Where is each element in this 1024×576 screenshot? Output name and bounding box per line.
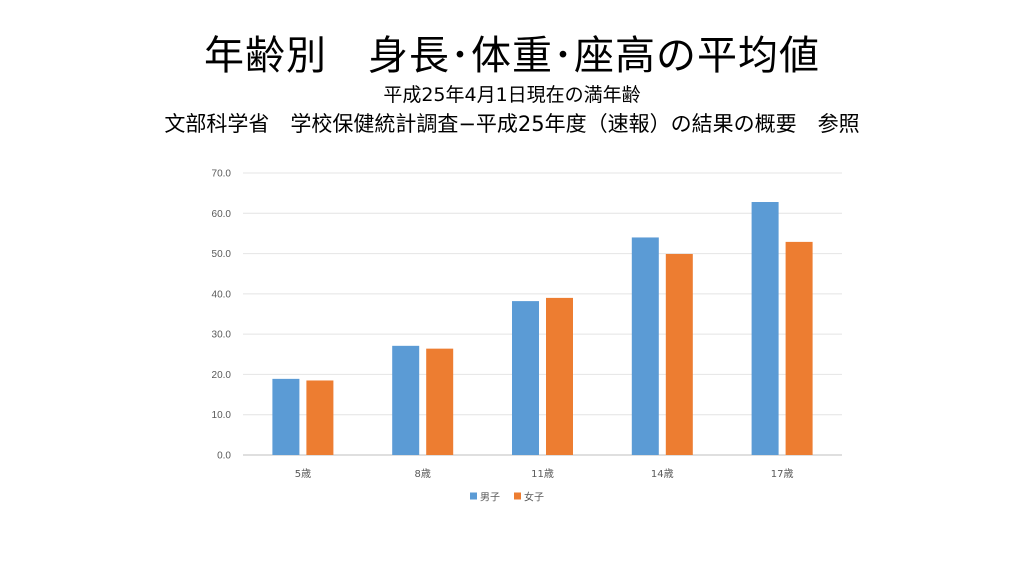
bar-male-3 xyxy=(631,237,659,455)
bar-male-4 xyxy=(751,202,779,455)
bar-female-1 xyxy=(426,348,454,455)
bar-female-2 xyxy=(546,297,573,455)
slide-subtitle-source: 文部科学省 学校保健統計調査−平成25年度（速報）の結果の概要 参照 xyxy=(164,112,860,136)
bar-female-0 xyxy=(306,380,334,455)
gridlines xyxy=(243,172,842,456)
x-axis-ticks: 5歳 8歳 11歳 14歳 17歳 xyxy=(295,468,794,480)
slide-subtitle-date: 平成25年4月1日現在の満年齢 xyxy=(383,84,641,106)
x-tick-label: 8歳 xyxy=(415,468,431,480)
y-tick-label: 70.0 xyxy=(212,169,232,180)
bar-male-0 xyxy=(272,378,300,455)
bars xyxy=(272,202,813,455)
x-tick-label: 17歳 xyxy=(771,468,794,480)
bar-female-4 xyxy=(785,241,813,455)
y-tick-label: 30.0 xyxy=(212,330,232,341)
bar-female-3 xyxy=(665,253,693,455)
legend: 男子 女子 xyxy=(470,491,544,504)
bar-male-1 xyxy=(392,345,420,455)
x-tick-label: 5歳 xyxy=(295,468,311,480)
y-tick-label: 50.0 xyxy=(212,249,232,260)
slide-title: 年齢別 身長･体重･座高の平均値 xyxy=(204,33,820,79)
y-tick-label: 40.0 xyxy=(212,289,232,300)
bar-male-2 xyxy=(512,301,539,455)
legend-swatch-male xyxy=(470,492,477,500)
y-tick-label: 10.0 xyxy=(212,410,232,421)
x-tick-label: 11歳 xyxy=(531,468,554,480)
legend-label-female: 女子 xyxy=(524,491,544,504)
y-axis-ticks: 0.0 10.0 20.0 30.0 40.0 50.0 60.0 70.0 xyxy=(212,169,232,462)
y-tick-label: 0.0 xyxy=(217,451,231,462)
legend-label-male: 男子 xyxy=(480,492,500,504)
y-tick-label: 60.0 xyxy=(212,209,232,220)
x-tick-label: 14歳 xyxy=(651,468,674,480)
legend-swatch-female xyxy=(514,492,521,500)
y-tick-label: 20.0 xyxy=(212,370,232,381)
